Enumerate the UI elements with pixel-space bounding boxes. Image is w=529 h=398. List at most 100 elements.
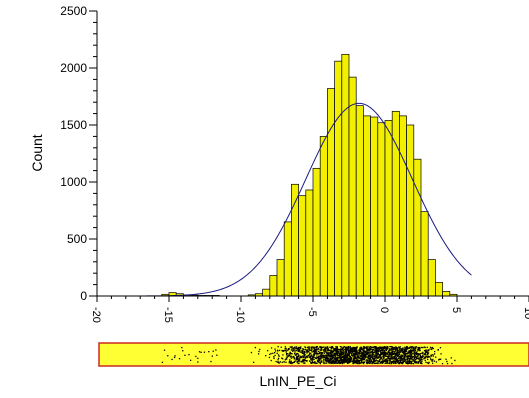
- strip-dot: [412, 346, 414, 348]
- strip-dot: [347, 348, 350, 350]
- strip-dot: [269, 353, 271, 356]
- strip-dot: [390, 351, 392, 353]
- strip-dot: [352, 348, 354, 350]
- strip-dot: [253, 361, 255, 363]
- strip-dot: [309, 349, 312, 351]
- strip-dot: [340, 350, 342, 352]
- strip-dot: [424, 356, 426, 358]
- strip-dot: [388, 362, 391, 365]
- strip-dot: [344, 349, 347, 351]
- strip-dot: [322, 354, 324, 356]
- strip-dot: [377, 354, 379, 356]
- strip-dot: [312, 362, 314, 364]
- strip-dot: [362, 361, 364, 363]
- strip-dot: [316, 362, 318, 364]
- strip-dot: [362, 351, 364, 353]
- strip-dot: [284, 359, 286, 361]
- strip-dot: [310, 362, 312, 364]
- strip-dot: [386, 346, 388, 348]
- strip-dot: [423, 357, 425, 359]
- strip-dot: [360, 359, 362, 361]
- strip-dot: [324, 356, 326, 358]
- strip-dot: [413, 355, 416, 357]
- strip-dot: [330, 358, 332, 360]
- strip-dot: [405, 350, 407, 353]
- strip-dot: [355, 357, 357, 360]
- strip-dot: [330, 350, 332, 352]
- strip-dot: [305, 355, 307, 357]
- strip-dot: [366, 346, 368, 348]
- strip-dot: [365, 352, 368, 354]
- strip-dot: [397, 355, 399, 358]
- strip-dot: [310, 349, 312, 352]
- strip-dot: [364, 357, 366, 359]
- strip-dot: [335, 359, 337, 361]
- strip-dot: [367, 352, 369, 354]
- strip-dot: [348, 349, 350, 351]
- strip-dot: [373, 361, 375, 363]
- strip-dot: [208, 351, 210, 353]
- strip-dot: [348, 347, 350, 349]
- strip-dot: [326, 357, 328, 360]
- strip-dot: [293, 352, 296, 355]
- strip-dot: [343, 346, 345, 348]
- strip-dot: [350, 360, 352, 362]
- strip-dot: [346, 348, 348, 351]
- strip-dot: [292, 350, 294, 352]
- strip-dot: [298, 347, 300, 349]
- strip-dot: [309, 360, 311, 362]
- strip-dot: [376, 348, 378, 351]
- strip-dot: [354, 358, 356, 360]
- strip-dot: [357, 357, 359, 359]
- strip-dot: [382, 353, 384, 355]
- strip-dot: [404, 350, 406, 352]
- strip-dot: [368, 351, 370, 353]
- strip-dot: [348, 353, 350, 355]
- strip-dot: [408, 350, 410, 352]
- strip-dot: [390, 361, 392, 364]
- strip-dot: [359, 347, 361, 349]
- strip-dot: [424, 352, 426, 355]
- strip-dot: [405, 359, 408, 361]
- strip-dot: [288, 354, 290, 356]
- strip-dot: [432, 360, 434, 362]
- strip-dot: [395, 357, 397, 359]
- strip-dot: [385, 359, 387, 361]
- strip-dot: [398, 355, 400, 358]
- strip-dot: [374, 360, 376, 362]
- strip-dot: [313, 358, 315, 361]
- strip-dot: [418, 357, 420, 359]
- strip-dot: [368, 356, 370, 358]
- strip-dot: [351, 349, 353, 351]
- strip-dot: [377, 362, 379, 364]
- strip-dot: [422, 346, 424, 349]
- strip-dot: [328, 358, 330, 360]
- strip-dot: [334, 355, 337, 357]
- strip-dot: [350, 348, 352, 350]
- strip-dot: [355, 360, 357, 362]
- strip-dot: [343, 356, 346, 358]
- strip-dot: [297, 353, 299, 355]
- strip-dot: [409, 361, 411, 363]
- strip-dot: [289, 346, 291, 348]
- strip-dot: [287, 348, 289, 351]
- strip-dot: [398, 350, 401, 352]
- strip-dot: [399, 355, 402, 358]
- strip-dot: [358, 359, 360, 362]
- strip-dot: [393, 356, 395, 358]
- strip-dot: [364, 358, 366, 360]
- strip-dot: [337, 360, 339, 362]
- strip-dot: [331, 361, 333, 363]
- strip-dot: [352, 349, 354, 351]
- strip-dot: [385, 355, 387, 357]
- strip-dot: [339, 348, 342, 350]
- strip-dot: [392, 348, 395, 350]
- strip-dot: [391, 349, 393, 351]
- strip-dot: [286, 355, 288, 357]
- strip-dot: [402, 359, 404, 361]
- strip-dot: [398, 352, 401, 354]
- strip-dot: [375, 352, 377, 354]
- strip-dot: [302, 356, 304, 359]
- strip-dot: [414, 350, 416, 352]
- strip-dot: [317, 352, 319, 355]
